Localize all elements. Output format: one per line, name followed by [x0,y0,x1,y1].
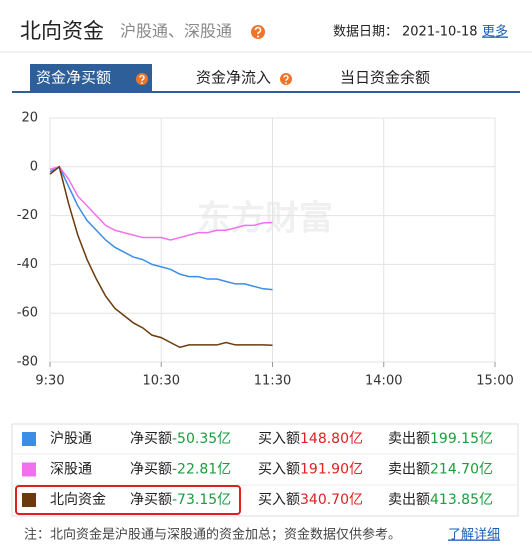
y-tick-label: 20 [21,111,38,126]
x-tick-label: 11:30 [254,374,291,389]
watermark: 东方财富 [197,199,333,239]
net-value: -50.35亿 [172,431,231,447]
subtitle: 沪股通、深股通 [120,22,232,41]
date-label: 数据日期： [333,25,398,40]
net-label: 净买额 [130,431,172,447]
help-icon[interactable] [280,73,292,85]
summary-table [11,423,519,517]
footer-note: 注：北向资金是沪股通与深股通的资金加总；资金数据仅供参考。 [24,527,401,543]
sell-label: 卖出额 [388,462,430,478]
help-icon[interactable] [136,73,148,85]
buy-label: 买入额 [258,431,300,447]
series-line [49,165,273,349]
y-tick-label: -60 [17,306,38,321]
sell-value: 413.85亿 [430,492,493,508]
series-line [49,165,273,291]
x-tick-label: 9:30 [35,374,64,389]
y-tick-label: 0 [30,159,38,174]
sell-value: 214.70亿 [430,462,493,478]
buy-value: 340.70亿 [300,492,363,508]
sell-label: 卖出额 [388,492,430,508]
tab[interactable]: 当日资金余额 [340,69,430,87]
y-tick-label: -20 [17,208,38,223]
legend-name: 北向资金 [50,492,106,508]
sell-label: 卖出额 [388,431,430,447]
legend-swatch [22,493,36,507]
tab[interactable]: 资金净买额 [36,69,111,87]
active-tab-bg [30,64,152,92]
x-tick-label: 15:00 [476,374,513,389]
net-value: -22.81亿 [172,462,231,478]
legend-name: 深股通 [50,462,92,478]
footer-link[interactable]: 了解详细 [448,528,500,543]
buy-label: 买入额 [258,462,300,478]
legend-name: 沪股通 [50,431,92,447]
buy-value: 191.90亿 [300,462,363,478]
highlight-box [15,485,241,515]
net-value: -73.15亿 [172,492,231,508]
y-tick-label: -40 [17,257,38,272]
sell-value: 199.15亿 [430,431,493,447]
help-icon[interactable] [251,25,265,39]
legend-swatch [22,462,36,477]
more-link[interactable]: 更多 [482,24,508,40]
title: 北向资金 [20,19,104,43]
date: 2021-10-18 [402,25,478,40]
net-label: 净买额 [130,462,172,478]
x-tick-label: 10:30 [143,374,180,389]
legend-swatch [22,432,36,446]
tab[interactable]: 资金净流入 [196,69,271,87]
buy-label: 买入额 [258,492,300,508]
series-line [49,165,273,241]
x-tick-label: 14:00 [365,374,402,389]
buy-value: 148.80亿 [300,431,363,447]
y-tick-label: -80 [17,355,38,370]
net-label: 净买额 [130,492,172,508]
